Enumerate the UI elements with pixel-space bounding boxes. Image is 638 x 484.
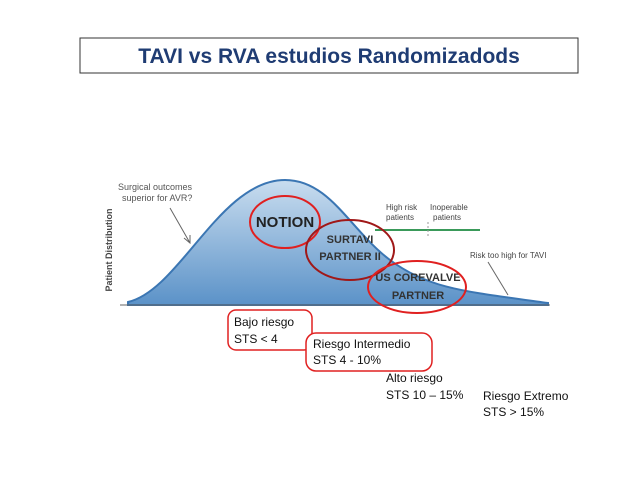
note: superior for AVR? xyxy=(122,193,192,203)
distribution-curve xyxy=(127,178,549,306)
trial: SURTAVI xyxy=(327,234,374,246)
inoperable: patients xyxy=(433,213,461,222)
risk-name: Alto riesgo xyxy=(386,371,443,385)
risk-name: Bajo riesgo xyxy=(234,315,294,329)
trial: PARTNER xyxy=(392,290,444,302)
risk-name: Riesgo Intermedio xyxy=(313,337,411,351)
risk-sts: STS 4 - 10% xyxy=(313,353,381,367)
too-high: Risk too high for TAVI xyxy=(470,251,546,260)
title-box xyxy=(79,37,579,74)
risk-name: Riesgo Extremo xyxy=(483,389,569,403)
note: Surgical outcomes xyxy=(118,182,193,192)
inoperable: Inoperable xyxy=(430,203,468,212)
trial: NOTION xyxy=(256,214,314,231)
title: TAVI vs RVA estudios Randomizadods xyxy=(138,45,520,68)
high-risk: High risk xyxy=(386,203,418,212)
too-high-arrow xyxy=(487,261,509,296)
high-risk: patients xyxy=(386,213,414,222)
risk-sts: STS 10 – 15% xyxy=(386,388,464,402)
risk-box xyxy=(227,309,313,351)
risk-box xyxy=(477,384,587,422)
risk-sts: STS < 4 xyxy=(234,332,278,346)
trial: PARTNER II xyxy=(319,251,381,263)
note-arrow xyxy=(169,207,191,245)
highlight xyxy=(249,195,321,249)
risk-sts: STS > 15% xyxy=(483,405,544,419)
risk-box xyxy=(305,332,433,372)
trial: US COREVALVE xyxy=(375,272,460,284)
highlight xyxy=(367,260,467,314)
y-axis-label: Patient Distribution xyxy=(104,209,114,292)
highlight xyxy=(305,219,395,281)
